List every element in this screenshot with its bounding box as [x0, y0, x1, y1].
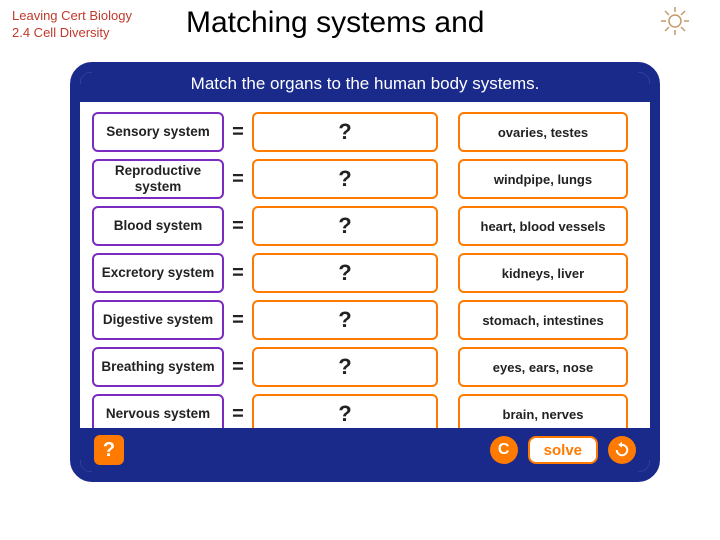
- reset-button[interactable]: [608, 436, 636, 464]
- course-line-1: Leaving Cert Biology: [12, 8, 142, 25]
- organ-card[interactable]: windpipe, lungs: [458, 159, 628, 199]
- instruction-text: Match the organs to the human body syste…: [78, 70, 652, 102]
- equals-sign: =: [224, 356, 252, 379]
- equals-sign: =: [224, 309, 252, 332]
- drop-target[interactable]: ?: [252, 206, 438, 246]
- page-header: Leaving Cert Biology 2.4 Cell Diversity …: [0, 0, 720, 46]
- equals-sign: =: [224, 403, 252, 426]
- help-button[interactable]: ?: [94, 435, 124, 465]
- system-box: Blood system: [92, 206, 224, 246]
- drop-target[interactable]: ?: [252, 300, 438, 340]
- organ-card[interactable]: ovaries, testes: [458, 112, 628, 152]
- drop-target[interactable]: ?: [252, 112, 438, 152]
- system-box: Sensory system: [92, 112, 224, 152]
- equals-sign: =: [224, 168, 252, 191]
- organ-card[interactable]: kidneys, liver: [458, 253, 628, 293]
- organ-card[interactable]: eyes, ears, nose: [458, 347, 628, 387]
- footer-right: C solve: [490, 436, 636, 464]
- system-box: Excretory system: [92, 253, 224, 293]
- drop-target[interactable]: ?: [252, 253, 438, 293]
- undo-icon: [613, 441, 631, 459]
- match-row: Excretory system = ? kidneys, liver: [92, 253, 638, 293]
- match-row: Breathing system = ? eyes, ears, nose: [92, 347, 638, 387]
- course-line-2: 2.4 Cell Diversity: [12, 25, 142, 42]
- drop-target[interactable]: ?: [252, 159, 438, 199]
- matching-activity: Match the organs to the human body syste…: [70, 62, 660, 482]
- organ-card[interactable]: heart, blood vessels: [458, 206, 628, 246]
- match-row: Sensory system = ? ovaries, testes: [92, 112, 638, 152]
- solve-button[interactable]: solve: [528, 436, 598, 464]
- equals-sign: =: [224, 121, 252, 144]
- drop-target[interactable]: ?: [252, 347, 438, 387]
- equals-sign: =: [224, 262, 252, 285]
- system-box: Breathing system: [92, 347, 224, 387]
- match-rows: Sensory system = ? ovaries, testes Repro…: [80, 112, 650, 434]
- equals-sign: =: [224, 215, 252, 238]
- activity-footer: ? C solve: [80, 428, 650, 472]
- check-button[interactable]: C: [490, 436, 518, 464]
- course-label: Leaving Cert Biology 2.4 Cell Diversity: [12, 8, 142, 42]
- organ-card[interactable]: stomach, intestines: [458, 300, 628, 340]
- sun-icon: [660, 6, 690, 36]
- system-box: Digestive system: [92, 300, 224, 340]
- match-row: Reproductive system = ? windpipe, lungs: [92, 159, 638, 199]
- match-row: Digestive system = ? stomach, intestines: [92, 300, 638, 340]
- match-row: Blood system = ? heart, blood vessels: [92, 206, 638, 246]
- system-box: Reproductive system: [92, 159, 224, 199]
- page-title: Matching systems and: [186, 6, 484, 40]
